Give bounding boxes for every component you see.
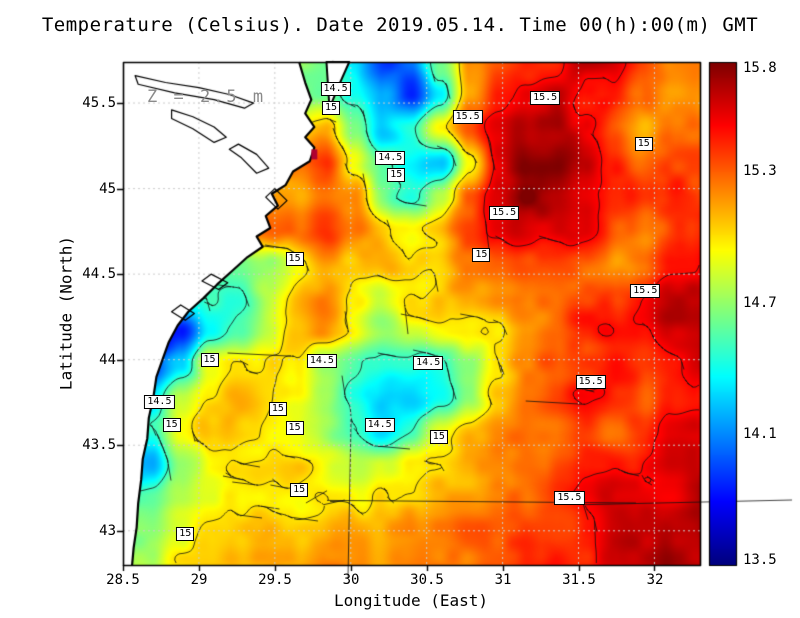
x-tick-label: 30.5	[410, 572, 444, 588]
x-tick-label: 28.5	[106, 572, 140, 588]
y-tick-label: 43.5	[82, 437, 116, 453]
colorbar-tick-label: 14.1	[743, 426, 777, 442]
y-tick-label: 44.5	[82, 266, 116, 282]
y-tick-label: 45.5	[82, 95, 116, 111]
x-tick-label: 31	[494, 572, 512, 588]
y-tick-label: 43	[99, 523, 116, 539]
colorbar-tick-label: 14.7	[743, 295, 777, 311]
depth-annotation: Z = 2.5 m	[147, 87, 267, 107]
colorbar-tick-label: 13.5	[743, 552, 777, 568]
chart-title: Temperature (Celsius). Date 2019.05.14. …	[41, 14, 759, 36]
x-tick-label: 29	[190, 572, 208, 588]
y-tick-label: 45	[99, 181, 116, 197]
y-tick-label: 44	[99, 352, 116, 368]
x-tick-label: 32	[646, 572, 664, 588]
x-tick-label: 31.5	[562, 572, 596, 588]
colorbar-tick-label: 15.8	[743, 60, 777, 76]
x-tick-label: 30	[342, 572, 360, 588]
x-tick-label: 29.5	[258, 572, 292, 588]
x-axis-label: Longitude (East)	[333, 591, 489, 610]
colorbar-tick-label: 15.3	[743, 163, 777, 179]
